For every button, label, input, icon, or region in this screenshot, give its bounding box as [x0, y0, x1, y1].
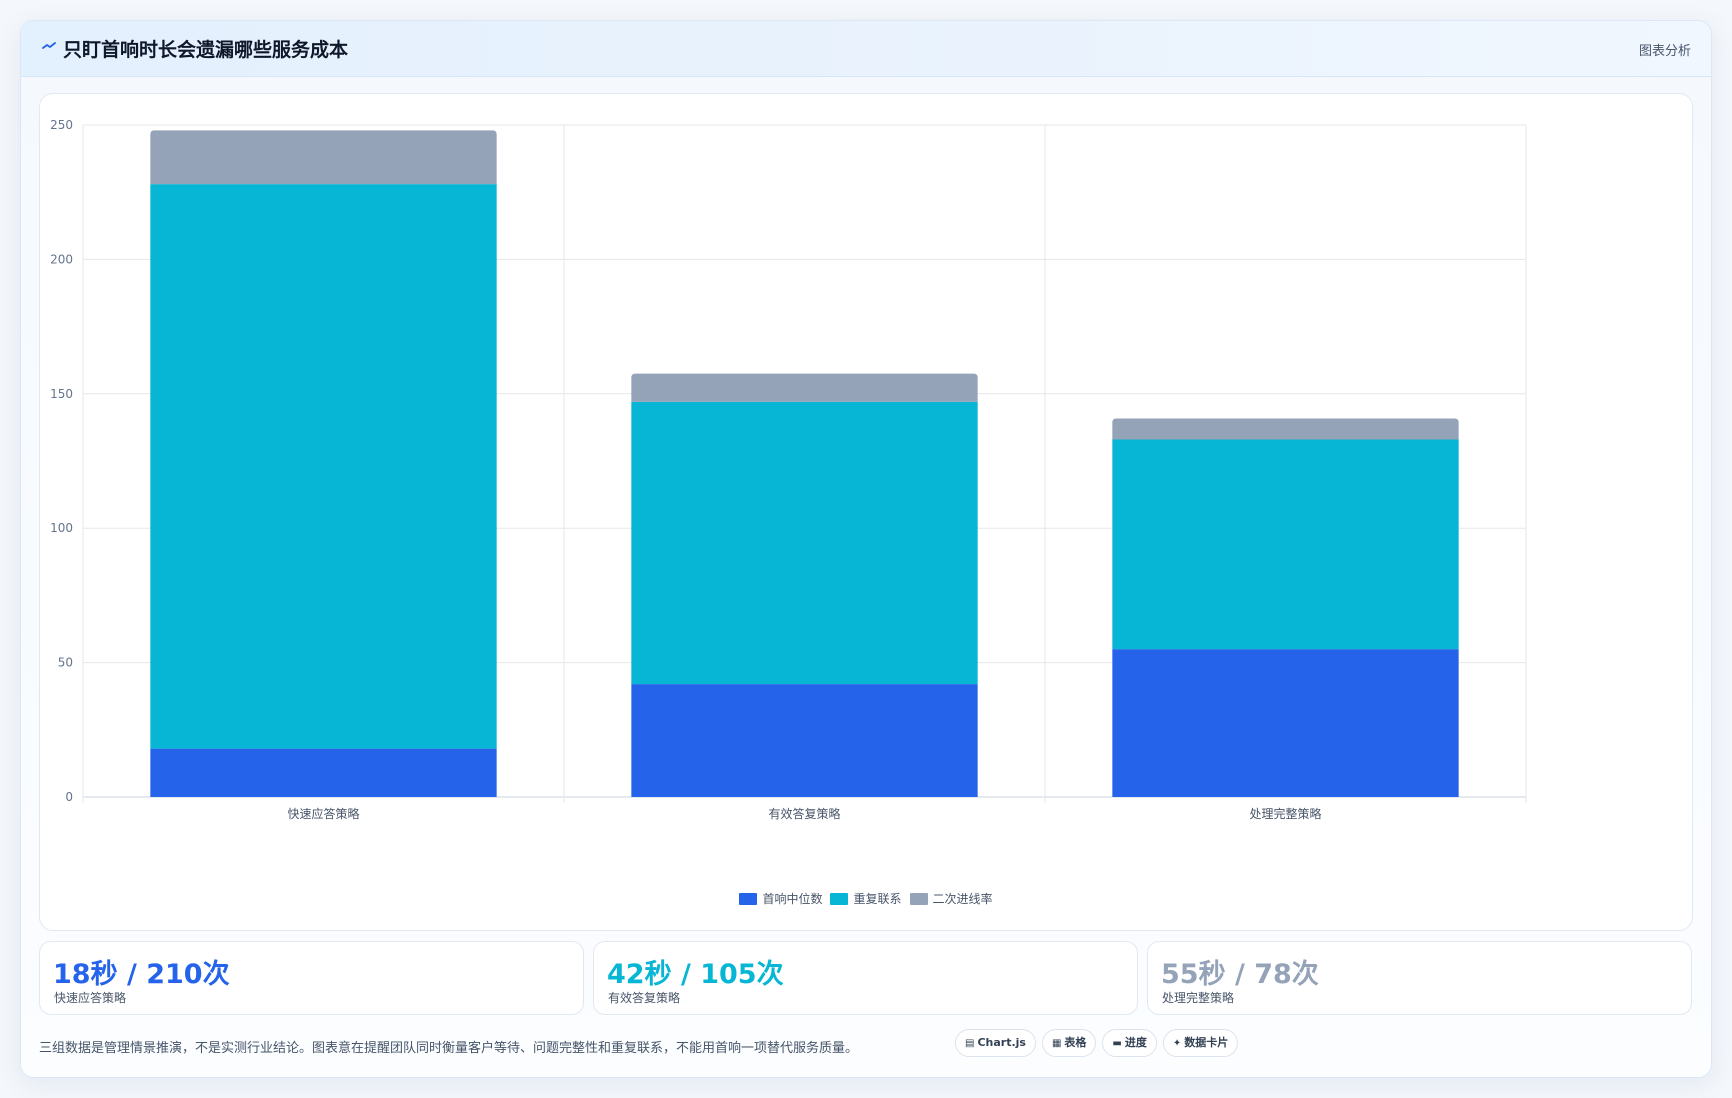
legend-item[interactable]: 首响中位数: [739, 890, 822, 907]
stat-value: 55秒 / 78次: [1161, 959, 1319, 990]
footnote: 三组数据是管理情景推演，不是实测行业结论。图表意在提醒团队同时衡量客户等待、问题…: [39, 1041, 859, 1056]
table-icon: ▦: [1051, 1038, 1062, 1049]
card-header: 只盯首响时长会遗漏哪些服务成本 图表分析: [21, 21, 1711, 77]
chip-label: 表格: [1064, 1036, 1087, 1049]
chart-line-icon: [42, 42, 56, 49]
bar-segment: [631, 684, 978, 797]
bar-segment: [1112, 439, 1459, 650]
chart-legend: 首响中位数 重复联系 二次进线率: [40, 890, 1692, 907]
page-title: 只盯首响时长会遗漏哪些服务成本: [63, 39, 349, 61]
y-tick-label: 50: [58, 656, 73, 670]
legend-label: 重复联系: [853, 892, 902, 906]
y-tick-label: 200: [50, 252, 73, 266]
progress-icon: ▬: [1112, 1038, 1122, 1049]
chip-row: ▤ Chart.js ▦ 表格 ▬ 进度 ✦ 数据卡片: [955, 1029, 1244, 1057]
y-tick-label: 250: [50, 118, 73, 132]
chip-chartjs[interactable]: ▤ Chart.js: [955, 1029, 1036, 1057]
bar-segment: [1112, 649, 1459, 797]
chart-icon: ▤: [965, 1038, 975, 1049]
chip-label: 数据卡片: [1184, 1036, 1229, 1049]
bar-segment: [631, 401, 978, 685]
x-tick-label: 有效答复策略: [768, 806, 840, 821]
x-tick-label: 快速应答策略: [287, 806, 359, 821]
legend-swatch: [909, 893, 928, 905]
chip-label: Chart.js: [977, 1036, 1026, 1049]
chip-label: 进度: [1124, 1036, 1147, 1049]
stat-card-effective: 42秒 / 105次 有效答复策略: [593, 941, 1138, 1015]
header-tag: 图表分析: [1638, 44, 1691, 59]
stat-card-complete: 55秒 / 78次 处理完整策略: [1147, 941, 1692, 1015]
y-tick-label: 100: [50, 521, 73, 535]
y-tick-label: 150: [50, 387, 73, 401]
chip-table[interactable]: ▦ 表格: [1041, 1029, 1097, 1057]
legend-item[interactable]: 重复联系: [830, 890, 902, 907]
bar-segment: [150, 130, 497, 185]
stat-card-fast: 18秒 / 210次 快速应答策略: [39, 941, 584, 1015]
stat-value: 42秒 / 105次: [607, 959, 784, 990]
legend-label: 首响中位数: [762, 892, 823, 906]
chip-progress[interactable]: ▬ 进度: [1102, 1029, 1157, 1057]
sparkle-icon: ✦: [1172, 1038, 1182, 1049]
stat-label: 快速应答策略: [54, 991, 127, 1005]
y-tick-label: 0: [65, 790, 73, 804]
legend-label: 二次进线率: [932, 892, 993, 906]
chip-data-card[interactable]: ✦ 数据卡片: [1162, 1029, 1239, 1057]
stacked-bar-chart: 0 50 100 150 200 250 快速应答策略 有效答复策略 处理完整策略: [50, 118, 1527, 821]
legend-swatch: [739, 893, 758, 905]
bar-segment: [150, 184, 497, 749]
chart-panel: 0 50 100 150 200 250 快速应答策略 有效答复策略 处理完整策略 首响中位数 重…: [39, 93, 1693, 931]
stat-label: 处理完整策略: [1162, 991, 1235, 1005]
bar-segment: [631, 373, 978, 402]
legend-item[interactable]: 二次进线率: [909, 890, 993, 907]
stat-value: 18秒 / 210次: [53, 959, 230, 990]
bar-segment: [1112, 418, 1459, 440]
legend-swatch: [830, 893, 849, 905]
stat-label: 有效答复策略: [608, 991, 681, 1005]
chart-card: 只盯首响时长会遗漏哪些服务成本 图表分析 0 50 100 150 200 250 快速应答…: [20, 20, 1712, 1078]
x-tick-label: 处理完整策略: [1249, 806, 1321, 821]
bar-segment: [150, 748, 497, 797]
